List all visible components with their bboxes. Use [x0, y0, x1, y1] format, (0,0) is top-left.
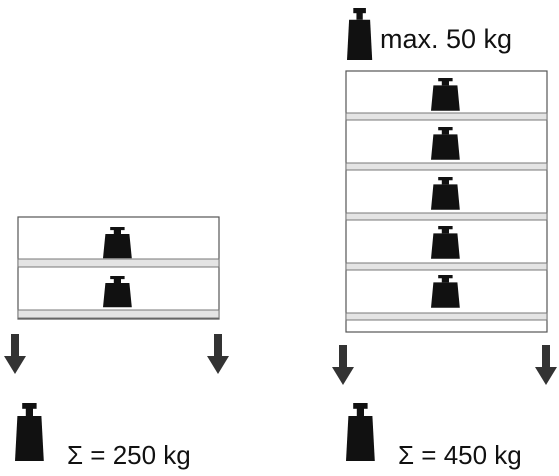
left-stack: Σ = 250 kg	[4, 216, 229, 470]
right-stack-level	[345, 127, 548, 171]
arrow-down-icon	[207, 334, 229, 374]
shelf-divider	[345, 312, 548, 321]
right-stack-level	[345, 177, 548, 221]
arrow-down-icon	[4, 334, 26, 374]
right-stack-level	[345, 78, 548, 121]
left-stack-level	[17, 276, 220, 319]
max-weight-legend: max. 50 kg	[347, 8, 512, 60]
shelf-divider	[345, 262, 548, 271]
max-weight-label: max. 50 kg	[380, 24, 512, 54]
arrow-down-icon	[535, 345, 557, 385]
right-stack-level	[345, 226, 548, 271]
left-total-label: Σ = 250 kg	[67, 440, 191, 470]
weight-icon	[347, 8, 373, 60]
shelf-divider	[17, 309, 220, 319]
shelf-divider	[345, 162, 548, 171]
arrow-down-icon	[332, 345, 354, 385]
weight-icon	[346, 403, 375, 461]
shelf-divider	[345, 212, 548, 221]
right-stack: Σ = 450 kg	[332, 70, 557, 470]
shelf-divider	[17, 258, 220, 268]
left-stack-level	[17, 227, 220, 268]
right-total-label: Σ = 450 kg	[398, 440, 522, 470]
right-stack-level	[345, 275, 548, 321]
shelf-divider	[345, 112, 548, 121]
weight-icon	[15, 403, 44, 461]
